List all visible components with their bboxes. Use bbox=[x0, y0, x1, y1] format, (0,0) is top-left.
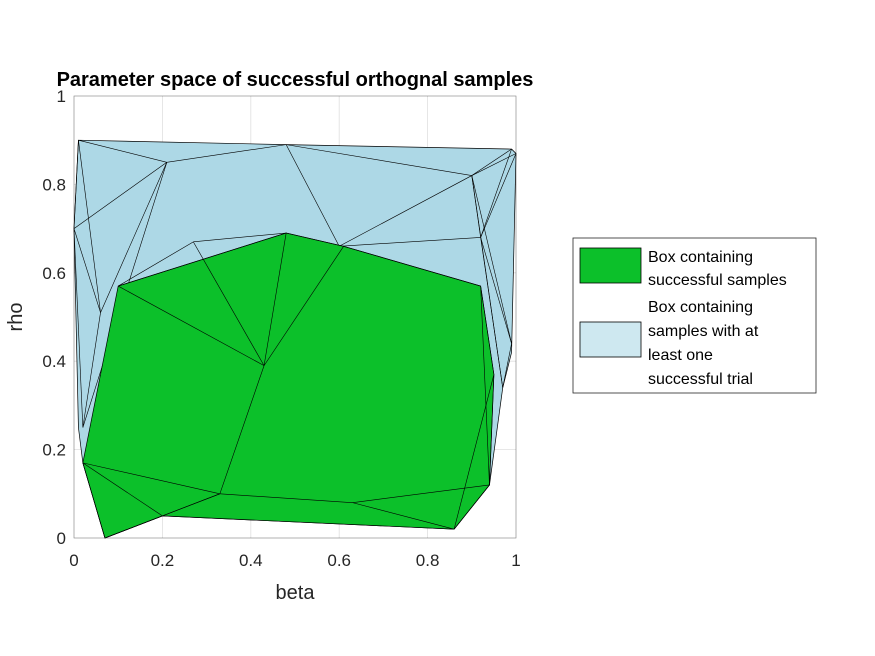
mesh-edge bbox=[118, 241, 194, 287]
mesh-edge bbox=[286, 232, 344, 247]
mesh-edge bbox=[219, 493, 353, 503]
mesh-edge bbox=[263, 246, 344, 366]
mesh-edge bbox=[480, 286, 490, 485]
mesh-edge bbox=[352, 502, 455, 530]
mesh-edge bbox=[480, 153, 517, 238]
mesh-edge bbox=[219, 365, 265, 494]
y-tick-label: 0.6 bbox=[42, 264, 66, 283]
mesh-edge bbox=[73, 228, 84, 428]
legend-entry-successful-samples-line-1: Box containing bbox=[648, 249, 753, 266]
legend: Box containing successful samples Box co… bbox=[572, 237, 817, 394]
axes-box bbox=[73, 95, 517, 539]
y-tick-label: 0.2 bbox=[42, 441, 66, 460]
mesh-edge bbox=[502, 343, 512, 388]
y-tick-label: 0 bbox=[57, 529, 66, 548]
mesh-edge bbox=[286, 144, 472, 176]
legend-entry-successful-trial-line-4: successful trial bbox=[648, 371, 753, 388]
mesh-edge bbox=[489, 374, 495, 485]
mesh-edge bbox=[193, 232, 287, 243]
mesh-edge bbox=[339, 237, 481, 247]
mesh-edge bbox=[511, 148, 517, 154]
mesh-edge bbox=[82, 462, 220, 495]
mesh-edge bbox=[453, 374, 495, 530]
mesh-edge bbox=[78, 140, 101, 313]
mesh-edge bbox=[82, 462, 106, 539]
mesh-edge bbox=[73, 140, 79, 229]
mesh-edge bbox=[104, 515, 163, 539]
legend-entry-successful-trial-line-1: Box containing bbox=[648, 299, 753, 316]
y-tick-label: 1 bbox=[57, 87, 66, 106]
mesh-edge bbox=[82, 462, 163, 517]
mesh-edge bbox=[78, 139, 167, 163]
mesh-edge bbox=[118, 232, 287, 287]
mesh-edge bbox=[100, 162, 168, 313]
x-tick-label: 1 bbox=[511, 551, 520, 570]
mesh-edge bbox=[471, 153, 517, 176]
mesh-edge bbox=[453, 484, 490, 530]
mesh-edge bbox=[73, 162, 167, 229]
mesh-edge bbox=[471, 175, 504, 388]
legend-entry-successful-trial-line-2: samples with at bbox=[648, 323, 759, 340]
y-axis-label: rho bbox=[5, 303, 27, 332]
x-tick-label: 0.2 bbox=[151, 551, 175, 570]
mesh-edge bbox=[285, 144, 340, 247]
mesh-edge bbox=[480, 148, 512, 238]
mesh-edge bbox=[82, 312, 101, 428]
legend-entry-successful-trial-line-3: least one bbox=[648, 347, 713, 364]
x-tick-label: 0 bbox=[69, 551, 78, 570]
mesh-edge bbox=[471, 148, 512, 176]
mesh-edge bbox=[352, 484, 490, 503]
mesh-edge bbox=[118, 285, 265, 366]
x-tick-label: 0.4 bbox=[239, 551, 263, 570]
mesh-edge bbox=[166, 144, 287, 163]
mesh-edge bbox=[339, 175, 472, 247]
legend-swatch-successful-samples bbox=[579, 247, 642, 284]
mesh-edge bbox=[73, 228, 101, 313]
series-layer bbox=[73, 139, 517, 539]
mesh-edge bbox=[193, 241, 265, 366]
x-tick-label: 0.6 bbox=[327, 551, 351, 570]
mesh-edge bbox=[471, 175, 512, 344]
chart-title: Parameter space of successful orthognal … bbox=[57, 69, 534, 91]
y-tick-label: 0.8 bbox=[42, 175, 66, 194]
y-tick-label: 0.4 bbox=[42, 352, 66, 371]
legend-swatch-successful-trial bbox=[579, 321, 642, 358]
mesh-edge bbox=[263, 232, 287, 366]
x-axis-label: beta bbox=[276, 582, 316, 604]
mesh-edge bbox=[343, 245, 481, 287]
mesh-edge bbox=[480, 286, 495, 375]
mesh-edge bbox=[480, 237, 512, 344]
ticks: 0 0.2 0.4 0.6 0.8 1 0 0.2 0.4 0.6 0.8 1 bbox=[42, 87, 520, 570]
series-successful-samples bbox=[82, 232, 495, 539]
legend-entry-successful-samples-line-2: successful samples bbox=[648, 272, 787, 289]
x-tick-label: 0.8 bbox=[416, 551, 440, 570]
